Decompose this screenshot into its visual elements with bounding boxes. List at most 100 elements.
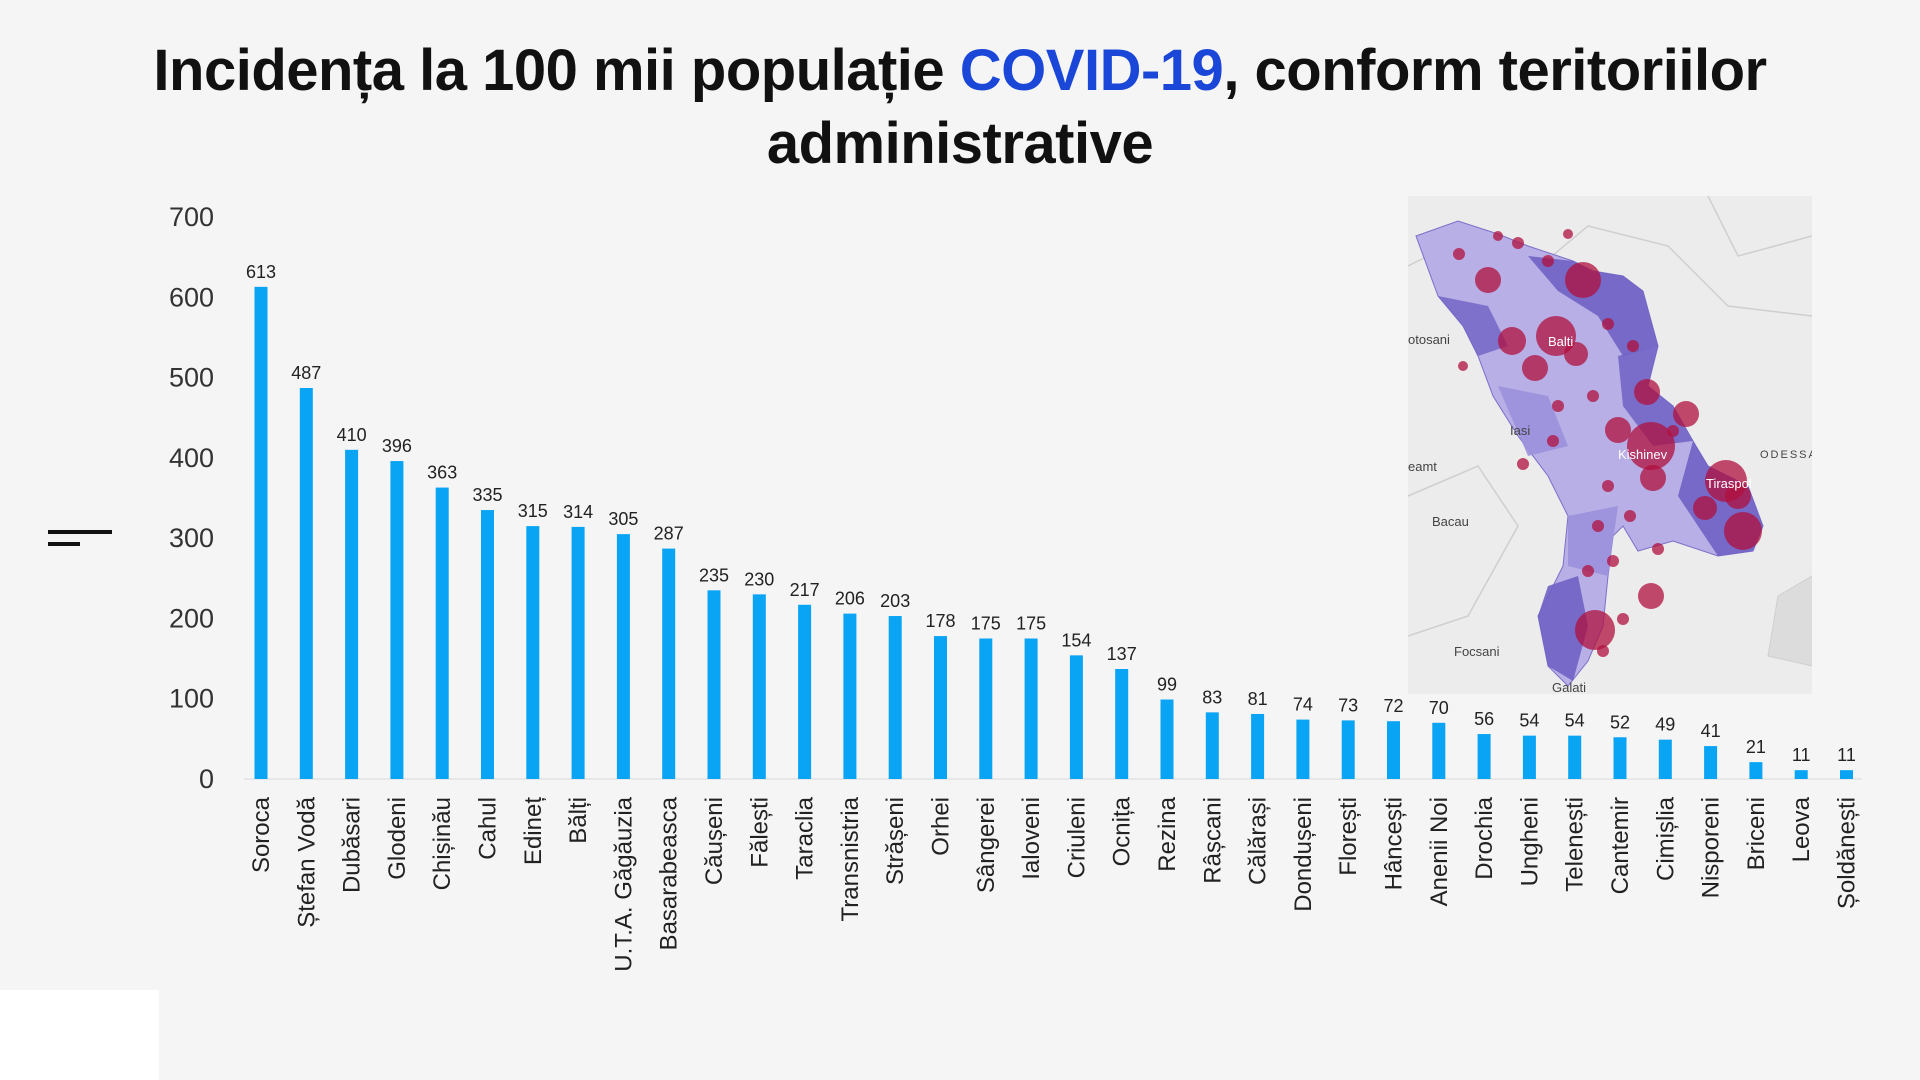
bar-value-label: 175	[1016, 614, 1046, 634]
bar	[526, 526, 540, 779]
x-category-label: Strășeni	[882, 797, 909, 885]
bar	[299, 388, 313, 779]
bar	[934, 636, 947, 779]
bar	[843, 613, 857, 779]
bar-value-label: 154	[1061, 630, 1091, 650]
map-city-balti: Balti	[1548, 334, 1573, 349]
y-axis: 0 100 200 300 400 500 600 700	[169, 202, 214, 794]
bar-value-label: 21	[1746, 737, 1766, 757]
map-label-galati: Galati	[1552, 680, 1586, 694]
bar-value-label: 72	[1383, 696, 1403, 716]
bar	[1069, 655, 1083, 779]
x-category-label: Edineț	[520, 797, 547, 865]
bar	[1794, 770, 1808, 779]
x-category-label: Hâncești	[1381, 797, 1408, 890]
bar-value-label: 83	[1202, 687, 1222, 707]
x-category-label: Cahul	[475, 797, 502, 860]
bar	[1432, 722, 1446, 779]
bar	[752, 594, 766, 779]
bar	[1568, 735, 1582, 779]
y-tick-label: 300	[169, 523, 214, 553]
y-tick-label: 600	[169, 282, 214, 312]
bar-value-label: 363	[427, 463, 457, 483]
bar	[888, 616, 902, 779]
incidence-bubbles	[1453, 229, 1762, 657]
bar-value-label: 175	[971, 614, 1001, 634]
y-tick-label: 400	[169, 443, 214, 473]
chart-title-line1: Incidența la 100 mii populație COVID-19,…	[0, 34, 1920, 107]
x-category-label: Cimișlia	[1652, 796, 1679, 881]
x-category-label: Cantemir	[1607, 797, 1634, 894]
x-category-label: Șoldănești	[1834, 797, 1861, 909]
y-tick-label: 100	[169, 684, 214, 714]
bar	[1477, 734, 1491, 779]
bar-value-label: 613	[246, 262, 276, 282]
bar	[662, 548, 676, 779]
bar-value-label: 73	[1338, 695, 1358, 715]
bar	[616, 534, 630, 779]
x-category-label: Soroca	[248, 796, 275, 873]
bars: 613 Soroca 487 Ștefan Vodă 410 Dubăsari 396 Glo…	[246, 262, 1861, 972]
x-category-label: Dubăsari	[339, 797, 366, 893]
map-label-botosani: otosani	[1408, 332, 1450, 347]
bar-value-label: 178	[925, 611, 955, 631]
x-category-label: Basarabeasca	[656, 796, 683, 950]
map-city-kishinev: Kishinev	[1618, 447, 1668, 462]
x-category-label: Ungheni	[1516, 797, 1543, 886]
chart-title-line2: administrative	[766, 111, 1154, 176]
x-category-label: Râșcani	[1199, 797, 1226, 884]
bar-value-label: 314	[563, 502, 593, 522]
x-category-label: Călărași	[1245, 797, 1272, 885]
bar	[1024, 638, 1038, 779]
map-label-neamt: eamt	[1408, 459, 1437, 474]
title-part2: , conform teritoriilor	[1223, 38, 1767, 103]
map-label-odessa: ODESSA	[1760, 449, 1812, 461]
bar-value-label: 396	[382, 436, 412, 456]
bar-value-label: 315	[518, 501, 548, 521]
x-category-label: Anenii Noi	[1426, 797, 1453, 906]
bar	[1251, 713, 1265, 779]
x-category-label: Chișinău	[429, 797, 456, 890]
bar	[1749, 762, 1763, 779]
x-category-label: Fălești	[746, 797, 773, 868]
bar-value-label: 99	[1157, 675, 1177, 695]
incidence-map: otosani Iasi eamt Bacau Focsani Galati O…	[1408, 196, 1812, 694]
bar	[1704, 746, 1718, 779]
bar	[481, 510, 494, 779]
bar	[1341, 720, 1355, 779]
x-category-label: Briceni	[1743, 797, 1770, 870]
bar	[254, 286, 268, 779]
x-category-label: Ialoveni	[1018, 797, 1045, 880]
map-label-bacau: Bacau	[1432, 514, 1469, 529]
x-category-label: Ștefan Vodă	[293, 796, 320, 927]
x-category-label: Leova	[1788, 796, 1815, 862]
bar-value-label: 81	[1248, 689, 1268, 709]
white-corner-block	[0, 990, 159, 1080]
y-tick-label: 0	[199, 764, 214, 794]
bar	[1658, 739, 1672, 779]
map-label-iasi: Iasi	[1510, 423, 1530, 438]
bar-value-label: 49	[1655, 715, 1675, 735]
map-graphic: otosani Iasi eamt Bacau Focsani Galati O…	[1408, 196, 1812, 694]
bar-value-label: 305	[608, 509, 638, 529]
map-city-tiraspol: Tiraspol	[1706, 476, 1752, 491]
bar-value-label: 206	[835, 589, 865, 609]
bar-value-label: 217	[790, 580, 820, 600]
bar-value-label: 54	[1565, 711, 1585, 731]
title-accent: COVID-19	[959, 38, 1224, 103]
y-tick-label: 200	[169, 603, 214, 633]
bar-value-label: 235	[699, 565, 729, 585]
y-tick-label: 500	[169, 363, 214, 393]
bar	[435, 487, 449, 779]
map-label-focsani: Focsani	[1454, 644, 1500, 659]
bar	[1613, 737, 1627, 779]
bar	[979, 638, 993, 779]
x-category-label: Glodeni	[384, 797, 411, 880]
x-category-label: Bălți	[565, 797, 592, 844]
x-category-label: Transnistria	[837, 796, 864, 921]
bar-value-label: 54	[1519, 711, 1539, 731]
x-category-label: Ocnița	[1109, 796, 1136, 866]
bar	[1522, 735, 1536, 779]
bar-value-label: 335	[472, 485, 502, 505]
